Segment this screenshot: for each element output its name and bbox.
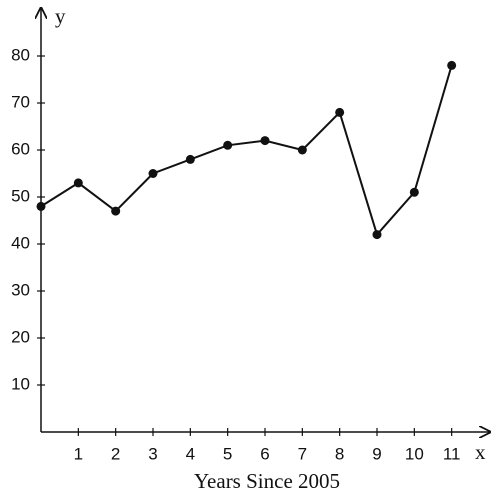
y-tick-label: 30 [11, 280, 30, 299]
data-point [335, 107, 345, 117]
data-line [40, 65, 453, 237]
x-tick-label: 7 [298, 444, 307, 463]
y-tick-label: 10 [11, 374, 30, 393]
data-point [185, 154, 195, 164]
x-tick-label: 4 [186, 444, 195, 463]
data-point [297, 145, 307, 155]
x-tick-label: 6 [260, 444, 269, 463]
data-point [447, 60, 457, 70]
y-tick-label: 50 [11, 186, 30, 205]
x-tick-label: 3 [148, 444, 157, 463]
x-tick-label: 9 [372, 444, 381, 463]
y-tick-label: 70 [11, 92, 30, 111]
x-tick-label: 10 [405, 444, 424, 463]
data-point [260, 136, 270, 146]
data-point [223, 140, 233, 150]
x-tick-label: 1 [74, 444, 83, 463]
data-point [409, 187, 419, 197]
data-point [148, 169, 158, 178]
x-tick-label: 11 [443, 444, 461, 463]
x-tick-label: 2 [111, 444, 120, 463]
data-point [36, 201, 46, 211]
y-tick-label: 60 [11, 139, 30, 158]
data-point [111, 206, 121, 216]
y-axis-name: y [55, 4, 66, 28]
x-tick-label: 8 [335, 444, 344, 463]
data-point [372, 230, 382, 240]
data-point [73, 178, 83, 188]
x-tick-label: 5 [223, 444, 232, 463]
y-tick-label: 20 [11, 327, 30, 346]
y-tick-label: 80 [11, 45, 30, 64]
x-axis-name: x [475, 440, 486, 464]
y-tick-label: 40 [11, 233, 30, 252]
x-axis-title: Years Since 2005 [194, 469, 340, 493]
